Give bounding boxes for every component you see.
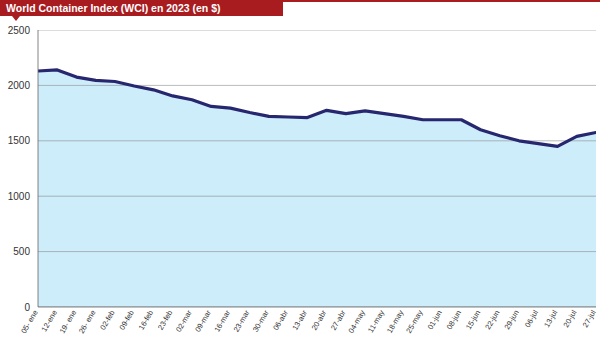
- data-line: [38, 70, 596, 146]
- x-tick-label: 09-feb: [118, 309, 136, 332]
- x-tick-label: 04-may: [347, 308, 367, 334]
- grid-line: [38, 307, 596, 308]
- x-tick-label: 29-jun: [503, 309, 521, 332]
- plot-area: [38, 30, 596, 307]
- area-fill: [38, 70, 596, 307]
- x-tick-label: 06-abr: [271, 308, 290, 332]
- chart-title: World Container Index (WCI) en 2023 (en …: [6, 2, 221, 14]
- x-tick-label: 18-may: [385, 308, 405, 334]
- grid-line: [38, 196, 596, 197]
- x-tick-label: 13-abr: [290, 308, 309, 332]
- x-tick-label: 13-jul: [542, 308, 559, 329]
- x-tick-label: 08-jun: [445, 309, 463, 332]
- y-tick-label: 1500: [8, 135, 31, 146]
- y-tick-label: 1000: [8, 191, 31, 202]
- x-tick-label: 12-ene: [39, 309, 58, 334]
- x-tick-label: 27-abr: [329, 308, 348, 332]
- x-tick-label: 19- ene: [58, 309, 79, 336]
- title-banner: [0, 0, 283, 16]
- y-tick-label: 2500: [8, 25, 31, 36]
- x-tick-label: 15-jun: [464, 309, 482, 332]
- grid-line: [38, 85, 596, 86]
- x-tick-label: 26- ene: [77, 309, 98, 336]
- x-tick-label: 06-jul: [523, 308, 540, 329]
- x-tick-label: 16-mar: [212, 308, 232, 334]
- y-axis: [38, 30, 39, 307]
- chart-svg: World Container Index (WCI) en 2023 (en …: [0, 0, 600, 339]
- x-tick-label: 25-may: [404, 308, 424, 334]
- x-tick-label: 02-feb: [98, 309, 116, 332]
- banner-pointer: [12, 16, 20, 21]
- x-tick-label: 16-feb: [137, 309, 155, 332]
- grid-line: [38, 30, 596, 31]
- x-tick-label: 30-mar: [251, 308, 271, 334]
- x-tick-label: 11-may: [366, 308, 386, 334]
- x-tick-label: 23-mar: [232, 308, 252, 334]
- chart-container: World Container Index (WCI) en 2023 (en …: [0, 0, 600, 339]
- y-tick-label: 500: [13, 246, 30, 257]
- x-tick-label: 23-feb: [156, 309, 174, 332]
- plot-background: [38, 30, 596, 307]
- x-axis: [38, 307, 596, 308]
- x-tick-label: 27-jul: [581, 308, 598, 329]
- x-tick-label: 20-abr: [310, 308, 329, 332]
- x-tick-label: 01-jun: [426, 309, 444, 332]
- x-tick-label: 02-mar: [174, 308, 194, 334]
- x-tick-label: 05- ene: [19, 309, 40, 336]
- grid-line: [38, 251, 596, 252]
- x-tick-label: 09-mar: [193, 308, 213, 334]
- x-tick-label: 20-jul: [562, 308, 579, 329]
- y-tick-label: 2000: [8, 80, 31, 91]
- x-tick-label: 22-jun: [483, 309, 501, 332]
